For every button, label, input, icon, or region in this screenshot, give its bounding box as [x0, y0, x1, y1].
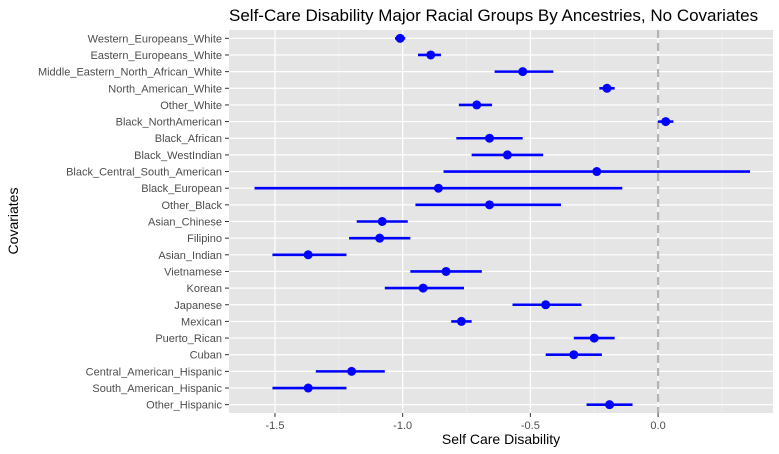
y-tick-label: Black_European [141, 183, 222, 195]
y-tick-label: Asian_Chinese [148, 217, 222, 229]
estimate-point [418, 283, 428, 293]
estimate-point [395, 33, 405, 43]
y-tick-label: Vietnamese [164, 266, 222, 278]
y-tick-label: Japanese [174, 300, 222, 312]
estimate-point [589, 333, 599, 343]
estimate-point [518, 67, 528, 77]
estimate-point [347, 366, 357, 376]
y-tick-label: Middle_Eastern_North_African_White [38, 67, 222, 79]
y-tick-label: North_American_White [108, 83, 222, 95]
chart-title: Self-Care Disability Major Racial Groups… [229, 6, 758, 25]
y-tick-label: Black_African [155, 133, 222, 145]
estimate-point [541, 300, 551, 310]
estimate-point [661, 117, 671, 127]
estimate-point [602, 83, 612, 93]
x-tick-label: -1.0 [393, 420, 412, 432]
estimate-point [375, 233, 385, 243]
y-tick-label: Central_American_Hispanic [86, 366, 223, 378]
y-tick-label: Black_NorthAmerican [116, 117, 222, 129]
y-tick-label: Other_Hispanic [146, 400, 222, 412]
estimate-points [303, 33, 671, 410]
y-tick-label: Asian_Indian [158, 250, 222, 262]
y-tick-label: Mexican [181, 316, 222, 328]
y-axis-tick-labels: Western_Europeans_White Eastern_Europeans… [38, 33, 223, 411]
y-tick-label: Cuban [190, 350, 222, 362]
estimate-point [303, 250, 313, 260]
y-tick-label: Western_Europeans_White [88, 33, 222, 45]
estimate-point [605, 400, 615, 410]
y-tick-label: Black_Central_South_American [66, 167, 222, 179]
estimate-point [426, 50, 436, 60]
x-axis-ticks [274, 413, 659, 417]
estimate-point [485, 200, 495, 210]
y-tick-label: South_American_Hispanic [92, 383, 222, 395]
estimate-point [472, 100, 482, 110]
y-tick-label: Eastern_Europeans_White [91, 50, 222, 62]
x-tick-label: -1.5 [265, 420, 284, 432]
estimate-point [441, 266, 451, 276]
estimate-point [456, 316, 466, 326]
estimate-point [569, 350, 579, 360]
y-tick-label: Other_Black [161, 200, 222, 212]
y-tick-label: Other_White [160, 100, 222, 112]
y-tick-label: Korean [187, 283, 222, 295]
estimate-point [303, 383, 313, 393]
estimate-point [502, 150, 512, 160]
y-tick-label: Black_WestIndian [134, 150, 222, 162]
y-axis-ticks [225, 37, 229, 406]
estimate-point [433, 183, 443, 193]
y-tick-label: Puerto_Rican [155, 333, 222, 345]
estimate-point [485, 133, 495, 143]
x-axis-tick-labels: -1.5 -1.0 -0.5 0.0 [265, 420, 665, 432]
y-axis-title: Covariates [5, 188, 21, 255]
estimate-point [592, 167, 602, 177]
y-tick-label: Filipino [187, 233, 222, 245]
x-axis-title: Self Care Disability [442, 431, 560, 447]
x-tick-label: 0.0 [650, 420, 665, 432]
estimate-point [377, 217, 387, 226]
x-tick-label: -0.5 [521, 420, 540, 432]
